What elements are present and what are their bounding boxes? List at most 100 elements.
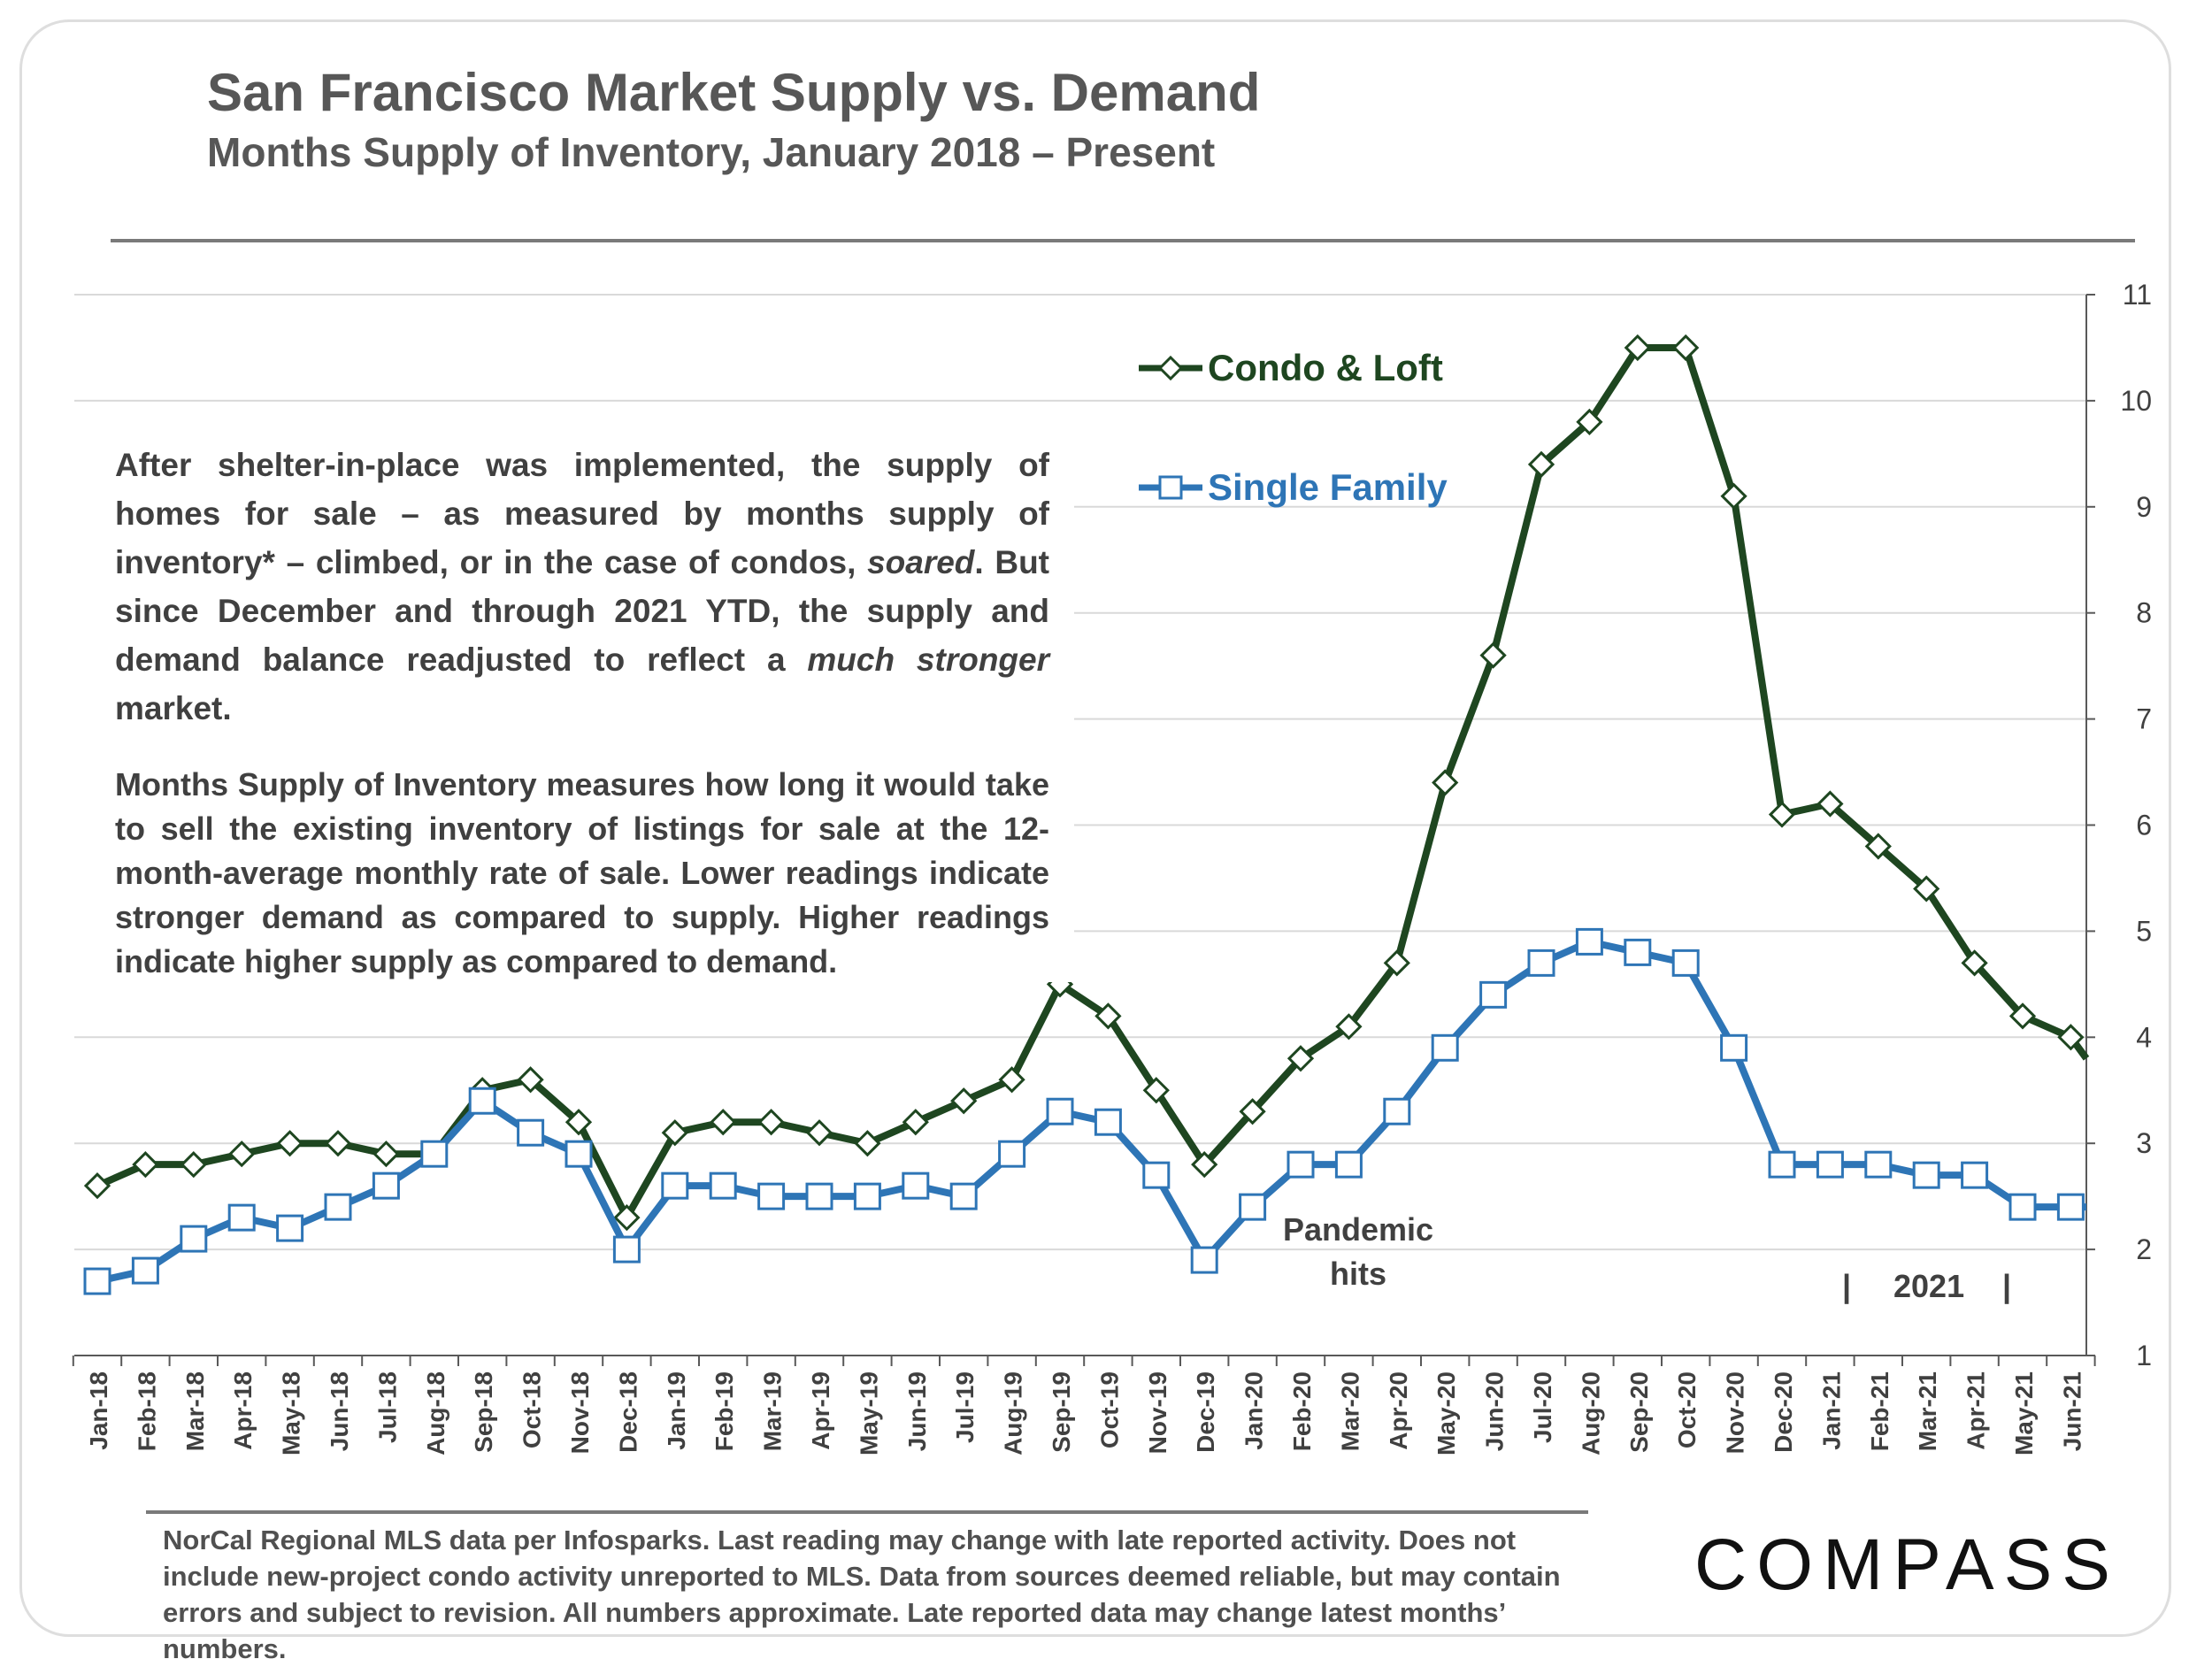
x-tick-label: May-20 [1432, 1371, 1460, 1455]
data-point-diamond [1239, 1098, 1266, 1125]
data-point-diamond [1142, 1077, 1170, 1104]
data-point-diamond [661, 1119, 688, 1147]
square-marker-icon [1139, 475, 1202, 500]
data-point-diamond [1768, 801, 1796, 828]
y-tick-label: 3 [2136, 1127, 2152, 1159]
data-point-square [1527, 949, 1555, 977]
data-point-diamond [1527, 450, 1555, 478]
data-point-square [1094, 1108, 1122, 1136]
single-family-series [83, 927, 2086, 1295]
data-point-square [902, 1171, 930, 1200]
y-tick-label: 7 [2136, 703, 2152, 735]
x-tick-label: May-18 [278, 1371, 305, 1455]
data-point-square [83, 1267, 111, 1295]
data-point-square [131, 1256, 159, 1285]
x-tick-label: May-21 [2010, 1371, 2038, 1455]
y-tick-label: 8 [2136, 597, 2152, 629]
data-point-square [1479, 980, 1508, 1009]
data-point-diamond [2057, 1024, 2085, 1051]
x-tick-label: Nov-18 [566, 1371, 594, 1454]
legend-label: Condo & Loft [1208, 347, 1443, 388]
data-point-square [1816, 1150, 1844, 1179]
data-point-square [565, 1140, 593, 1168]
x-tick-label: Nov-20 [1722, 1371, 1749, 1454]
data-point-square [1431, 1033, 1459, 1062]
x-tick-label: Apr-20 [1385, 1371, 1412, 1450]
x-tick-label: Jun-19 [903, 1371, 931, 1451]
data-point-diamond [373, 1141, 400, 1168]
y-tick-label: 1 [2136, 1340, 2152, 1371]
commentary-text: market. [115, 690, 232, 726]
data-point-square [1286, 1150, 1315, 1179]
data-point-square [227, 1203, 256, 1232]
x-tick-label: Sep-18 [470, 1371, 497, 1453]
x-tick-label: Dec-20 [1770, 1371, 1797, 1453]
data-point-diamond [2008, 1002, 2037, 1030]
x-tick-label: Mar-19 [759, 1371, 787, 1451]
commentary-emphasis: soared [867, 544, 975, 580]
data-point-square [2056, 1193, 2085, 1221]
legend-item-single-family: Single Family [1137, 466, 1448, 509]
data-point-diamond [276, 1130, 303, 1157]
data-point-square [805, 1182, 833, 1210]
x-tick-label: Oct-20 [1673, 1371, 1701, 1448]
x-tick-label: Apr-18 [229, 1371, 257, 1450]
x-tick-label: Aug-19 [1000, 1371, 1027, 1455]
data-point-square [324, 1193, 352, 1221]
x-tick-label: Feb-19 [710, 1371, 738, 1451]
axes: 1 2 3 4 5 6 7 8 9 10 11 Jan-18 Feb-18 Mar-18 Apr-18 May… [72, 279, 2152, 1455]
x-tick-label: Jul-19 [951, 1371, 979, 1443]
legend-item-condo: Condo & Loft [1137, 347, 1443, 389]
data-point-square [757, 1182, 786, 1210]
data-point-diamond [854, 1130, 881, 1157]
x-tick-label: Dec-19 [1192, 1371, 1219, 1453]
data-point-square [372, 1171, 400, 1200]
year-marker-right: | [2002, 1268, 2012, 1304]
x-tick-label: Feb-21 [1866, 1371, 1893, 1451]
data-point-square [1720, 1033, 1748, 1062]
data-point-square [1334, 1150, 1363, 1179]
definition-paragraph: Months Supply of Inventory measures how … [115, 766, 1049, 979]
data-point-square [1912, 1161, 1940, 1189]
footer-divider [146, 1510, 1588, 1514]
compass-logo: COMPASS [1694, 1525, 2120, 1605]
data-point-diamond [228, 1141, 256, 1168]
x-tick-label: Jan-21 [1817, 1371, 1845, 1450]
x-tick-label: May-19 [855, 1371, 882, 1455]
x-tick-label: Jan-18 [85, 1371, 112, 1450]
data-point-diamond [805, 1119, 833, 1147]
data-point-square [853, 1182, 881, 1210]
x-tick-label: Feb-20 [1288, 1371, 1316, 1451]
y-tick-label: 10 [2120, 385, 2152, 417]
data-point-diamond [1191, 1151, 1218, 1179]
data-point-square [180, 1225, 208, 1253]
x-tick-label: Nov-19 [1144, 1371, 1171, 1454]
data-point-square [468, 1087, 496, 1115]
text-box-background [74, 416, 1074, 726]
data-point-square [612, 1235, 641, 1263]
data-point-square [1671, 949, 1700, 977]
legend-label: Single Family [1208, 466, 1448, 508]
year-marker-left: | [1842, 1268, 1852, 1304]
data-point-diamond [565, 1109, 593, 1136]
x-tick-label: Jan-20 [1240, 1371, 1268, 1450]
page-subtitle: Months Supply of Inventory, January 2018… [207, 129, 1216, 175]
data-point-diamond [1094, 1002, 1122, 1030]
slide-frame [19, 19, 2171, 1637]
data-point-square [517, 1118, 545, 1147]
data-point-square [1961, 1161, 1989, 1189]
page-title: San Francisco Market Supply vs. Demand [207, 63, 1261, 122]
data-point-square [1239, 1193, 1267, 1221]
commentary-text: . But since December and through 2021 YT… [115, 544, 1049, 678]
data-point-diamond [1913, 875, 1940, 902]
data-point-square [1575, 927, 1603, 956]
y-tick-label: 2 [2136, 1233, 2152, 1265]
x-tick-label: Jul-20 [1529, 1371, 1556, 1443]
data-point-diamond [1816, 790, 1844, 818]
x-tick-label: Jul-18 [373, 1371, 401, 1443]
data-point-diamond [180, 1151, 207, 1179]
data-point-square [2008, 1193, 2037, 1221]
data-point-diamond [132, 1151, 159, 1179]
